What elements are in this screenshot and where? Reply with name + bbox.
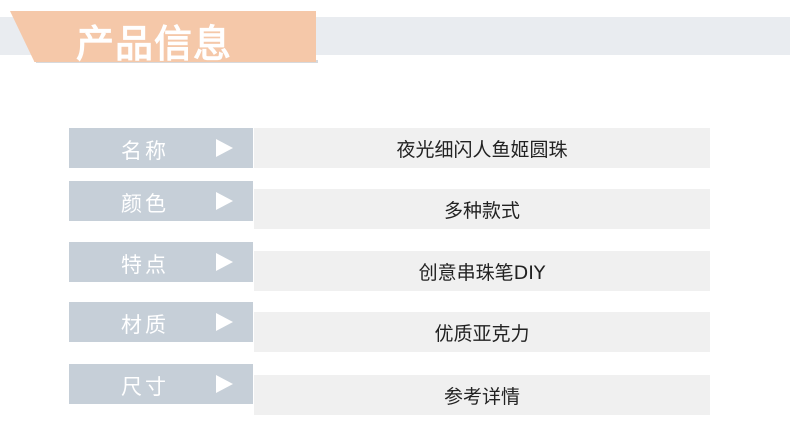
triangle-right-icon [216, 375, 233, 393]
triangle-right-icon [216, 139, 233, 157]
triangle-right-icon [216, 313, 233, 331]
page-title: 产品信息 [76, 22, 233, 66]
label-feature: 特点 [69, 242, 253, 282]
label-size: 尺寸 [69, 364, 253, 404]
value-size: 参考详情 [254, 375, 710, 415]
label-color: 颜色 [69, 181, 253, 221]
label-name: 名称 [69, 128, 253, 168]
triangle-right-icon [216, 192, 233, 210]
title-banner [10, 11, 316, 62]
value-name: 夜光细闪人鱼姬圆珠 [254, 128, 710, 168]
triangle-right-icon [216, 253, 233, 271]
value-feature: 创意串珠笔DIY [254, 251, 710, 291]
value-color: 多种款式 [254, 189, 710, 229]
label-text: 尺寸 [121, 375, 169, 399]
value-material: 优质亚克力 [254, 312, 710, 352]
label-text: 名称 [121, 139, 169, 163]
label-text: 颜色 [121, 192, 169, 216]
label-material: 材质 [69, 302, 253, 342]
label-text: 特点 [121, 253, 169, 277]
label-text: 材质 [121, 313, 169, 337]
